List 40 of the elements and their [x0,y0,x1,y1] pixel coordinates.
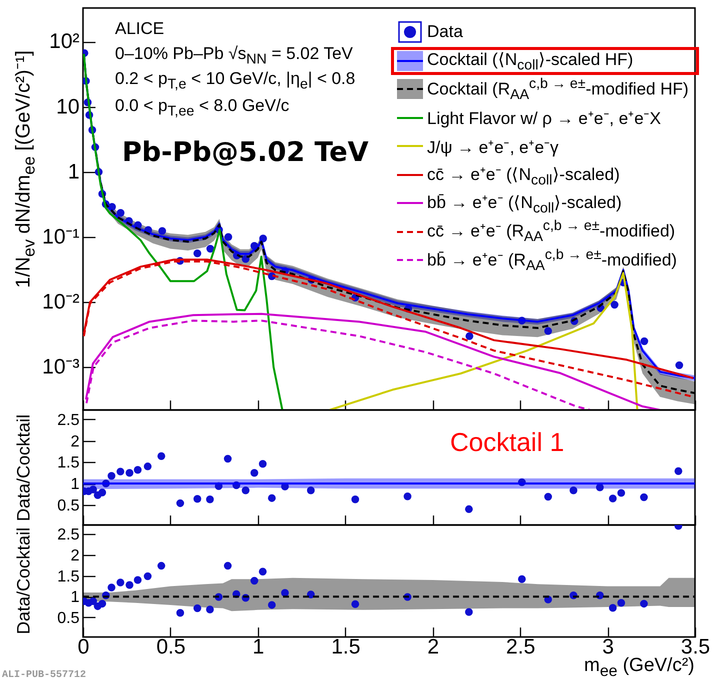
annotation: Pb-Pb@5.02 TeV [122,137,368,168]
y-tick-label: 10⁻¹ [42,226,80,249]
y-tick-label: 0.5 [57,610,80,627]
legend-label: bb̄ → e⁺e⁻ (R$_{AA}$$^{c,b → e±}$-modified) [427,246,677,274]
legend-label: Cocktail (⟨N$_{coll}$⟩-scaled HF) [427,48,634,73]
x-tick-label: 1.5 [331,636,360,658]
y-tick-label: 1.5 [57,454,80,472]
y-tick-label: 10⁻² [42,290,80,314]
y-tick-label: 10 [56,95,80,118]
y-tick-label: 2 [70,433,80,450]
annotation: 0.0 < p$_{T,ee}$ < 8.0 GeV/c [115,96,290,120]
y-tick-label: 0.5 [57,497,80,514]
x-tick-label: 0.5 [156,636,186,658]
y-tick-label: 2.5 [57,412,80,429]
x-tick-label: 2.5 [506,636,536,658]
annotation: ALICE [115,19,164,39]
y-tick-label: 1.5 [57,568,80,586]
x-tick-label: 2 [427,636,440,658]
y-tick-label: 1 [68,160,80,184]
y-tick-label: 10² [49,30,80,54]
text: ALI-PUB-557712 [2,670,86,681]
y-tick-label: 1 [70,476,80,494]
legend-label: bb̄ → e⁺e⁻ (⟨N$_{coll}$⟩-scaled) [427,192,622,216]
y-axis-title: Data/Cocktail [13,414,34,521]
y-tick-label: 10⁻³ [42,356,80,379]
legend-label: J/ψ → e⁺e⁻, e⁺e⁻γ [427,136,559,158]
y-tick-label: 1 [70,589,80,606]
legend-label: Cocktail (R$_{AA}$$^{c,b → e±}$-modified HF) [427,76,689,103]
y-axis-title: Data/Cocktail [13,527,34,634]
x-tick-label: 1 [252,636,264,658]
annotation: 0–10% Pb–Pb √s$_{NN}$ = 5.02 TeV [115,44,353,68]
legend-label: Data [427,22,463,42]
y-tick-label: 2 [70,547,80,564]
annotation: 0.2 < p$_{T,e}$ < 10 GeV/c, |η$_{e}$| < 0.8 [115,69,356,93]
legend-label: cc̄ → e⁺e⁻ (⟨N$_{coll}$⟩-scaled) [427,164,620,188]
x-tick-label: 0 [78,636,90,658]
y-tick-label: 2.5 [57,526,80,544]
annotation: Cocktail 1 [450,427,564,457]
legend-label: Light Flavor w/ ρ → e⁺e⁻, e⁺e⁻X [427,108,661,130]
legend-label: cc̄ → e⁺e⁻ (R$_{AA}$$^{c,b → e±}$-modified) [427,218,676,246]
